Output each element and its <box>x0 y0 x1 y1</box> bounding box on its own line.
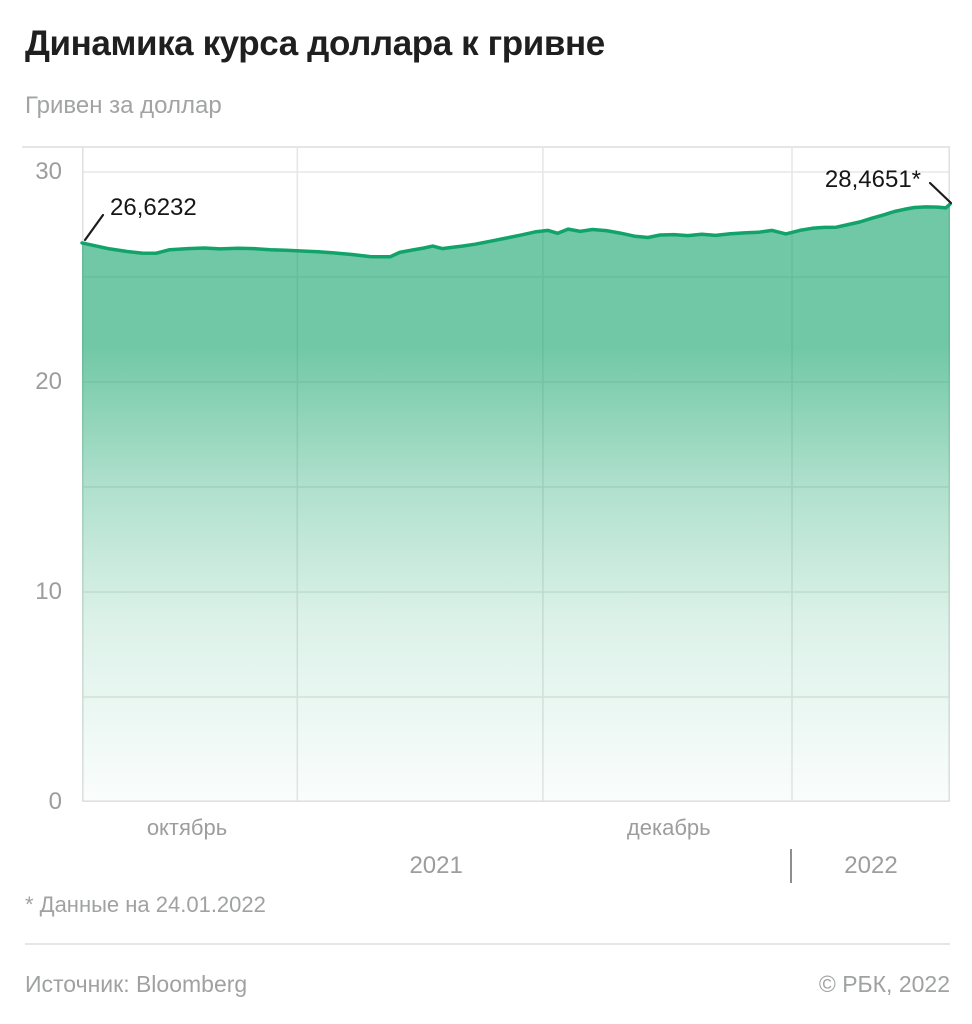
source-label: Источник: Bloomberg <box>25 971 248 997</box>
data-footnote: * Данные на 24.01.2022 <box>25 892 266 917</box>
series-area <box>82 204 950 802</box>
annotation-pointer-end <box>928 181 953 205</box>
x-month-label: октябрь <box>146 815 228 840</box>
annotation-end-value: 28,4651* <box>824 166 921 193</box>
chart-title: Динамика курса доллара к гривне <box>25 24 605 63</box>
x-year-label: 2022 <box>844 852 898 879</box>
annotation-start-value: 26,6232 <box>110 194 197 221</box>
year-divider-line <box>790 849 792 883</box>
usd-uah-area-chart <box>80 146 953 803</box>
chart-subtitle: Гривен за доллар <box>25 92 222 119</box>
top-rule <box>22 146 950 148</box>
footer-divider <box>25 943 950 945</box>
copyright-label: © РБК, 2022 <box>818 971 950 997</box>
y-tick-label-30: 30 <box>35 158 62 185</box>
y-tick-label-0: 0 <box>48 788 62 815</box>
x-year-label: 2021 <box>409 852 463 879</box>
y-tick-label-20: 20 <box>35 368 62 395</box>
series-line <box>80 202 952 259</box>
annotation-pointer-start <box>83 213 105 242</box>
y-tick-label-10: 10 <box>35 578 62 605</box>
x-month-label: декабрь <box>626 815 711 840</box>
